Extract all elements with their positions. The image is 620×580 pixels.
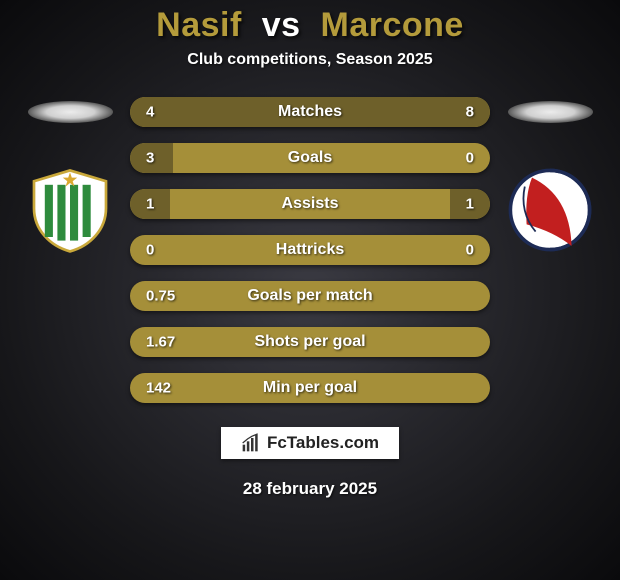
main-row: 4 Matches 8 3 Goals 0 1 Assists 1 <box>0 93 620 407</box>
vs-separator: vs <box>262 6 301 44</box>
stat-bar-goals-per-match: 0.75 Goals per match <box>130 281 490 311</box>
shadow-ellipse-right <box>508 101 593 123</box>
stat-label: Shots per goal <box>254 333 365 351</box>
crest-left <box>25 165 115 255</box>
brand-box[interactable]: FcTables.com <box>221 427 399 459</box>
stat-bar-shots-per-goal: 1.67 Shots per goal <box>130 327 490 357</box>
date-label: 28 february 2025 <box>243 479 377 499</box>
stat-value-right: 0 <box>466 150 474 167</box>
stat-bars: 4 Matches 8 3 Goals 0 1 Assists 1 <box>130 93 490 407</box>
stat-label: Assists <box>282 195 339 213</box>
stat-bar-assists: 1 Assists 1 <box>130 189 490 219</box>
stat-label: Matches <box>278 103 342 121</box>
stat-value-left: 0 <box>146 242 154 259</box>
left-column <box>10 93 130 255</box>
stat-value-right: 1 <box>466 196 474 213</box>
bar-chart-icon <box>241 433 261 453</box>
subtitle: Club competitions, Season 2025 <box>187 51 432 69</box>
stat-label: Goals per match <box>247 287 372 305</box>
stat-value-left: 3 <box>146 150 154 167</box>
stat-label: Min per goal <box>263 379 357 397</box>
stat-bar-hattricks: 0 Hattricks 0 <box>130 235 490 265</box>
brand-text: FcTables.com <box>267 433 379 453</box>
stat-bar-goals: 3 Goals 0 <box>130 143 490 173</box>
stat-bar-matches: 4 Matches 8 <box>130 97 490 127</box>
stat-value-right: 0 <box>466 242 474 259</box>
stat-value-right: 8 <box>466 104 474 121</box>
player1-name: Nasif <box>156 6 242 44</box>
comparison-card: Nasif vs Marcone Club competitions, Seas… <box>0 0 620 580</box>
stat-value-left: 1 <box>146 196 154 213</box>
stat-value-left: 1.67 <box>146 334 175 351</box>
stat-label: Goals <box>288 149 332 167</box>
right-column <box>490 93 610 255</box>
shadow-ellipse-left <box>28 101 113 123</box>
crest-right <box>505 165 595 255</box>
page-title: Nasif vs Marcone <box>156 6 464 45</box>
stat-label: Hattricks <box>276 241 344 259</box>
stat-value-left: 4 <box>146 104 154 121</box>
player2-name: Marcone <box>321 6 464 44</box>
stat-value-left: 0.75 <box>146 288 175 305</box>
stat-value-left: 142 <box>146 380 171 397</box>
stat-bar-min-per-goal: 142 Min per goal <box>130 373 490 403</box>
